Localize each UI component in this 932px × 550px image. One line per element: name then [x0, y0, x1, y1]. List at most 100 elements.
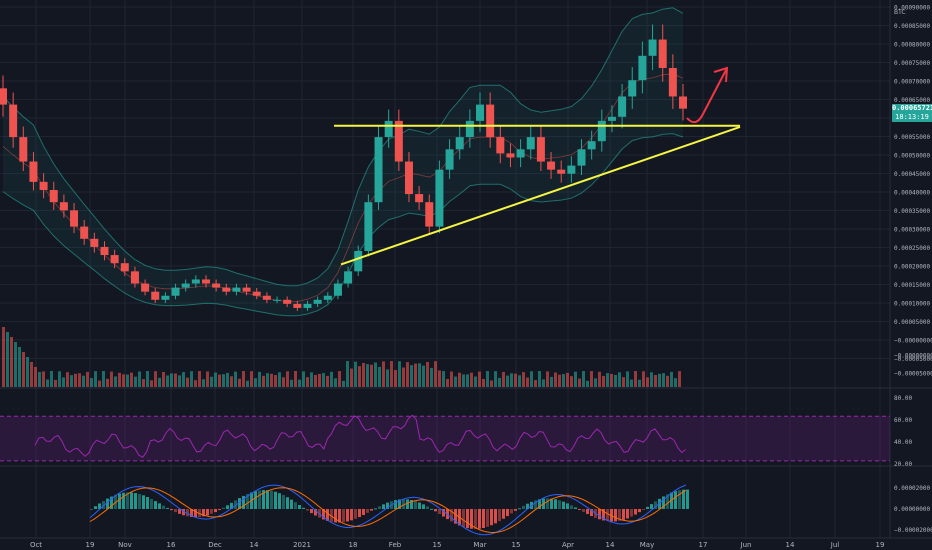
macd-histogram-bar — [142, 495, 145, 509]
macd-histogram-bar — [170, 509, 173, 511]
volume-bar — [254, 378, 257, 387]
candle-body — [252, 291, 261, 296]
candle-body — [232, 287, 241, 292]
candle-body — [293, 303, 302, 308]
rsi-band — [0, 416, 890, 461]
macd-histogram-bar — [166, 507, 169, 509]
macd-histogram-bar — [638, 509, 641, 513]
volume-bar — [238, 378, 241, 387]
x-tick-label: 16 — [167, 541, 176, 549]
macd-histogram-bar — [134, 493, 137, 509]
macd-histogram-bar — [242, 495, 245, 509]
x-tick-label: 19 — [86, 541, 95, 549]
macd-histogram-bar — [518, 508, 521, 510]
candle-body — [415, 194, 424, 203]
volume-bar — [398, 361, 401, 387]
bollinger-fill — [3, 7, 683, 316]
volume-bar — [150, 380, 153, 387]
candle-body — [465, 120, 474, 138]
macd-histogram-bar — [682, 489, 685, 509]
volume-bar — [10, 337, 13, 387]
volume-bar — [82, 375, 85, 387]
volume-bar — [90, 378, 93, 387]
candle-body — [333, 283, 342, 296]
volume-bar — [14, 342, 17, 387]
macd-histogram-bar — [570, 505, 573, 509]
x-tick-label: 15 — [433, 541, 442, 549]
y-tick-label: 0.00090000 — [894, 5, 931, 12]
candle-body — [59, 202, 68, 211]
volume-bar — [586, 380, 589, 387]
volume-bar — [250, 371, 253, 387]
volume-bar — [618, 372, 621, 387]
volume-bar — [426, 361, 429, 387]
rsi-tick-label: 20.00 — [894, 461, 912, 468]
volume-bar — [98, 380, 101, 387]
volume-bar — [474, 376, 477, 387]
macd-histogram-bar — [554, 499, 557, 509]
bollinger-lower — [2, 133, 684, 317]
volume-bar — [458, 372, 461, 387]
volume-bar — [402, 367, 405, 387]
macd-histogram-bar — [550, 498, 553, 509]
volume-bar — [518, 375, 521, 387]
volume-bar — [170, 373, 173, 387]
volume-bar — [614, 374, 617, 387]
x-tick-label: 15 — [512, 541, 521, 549]
macd-histogram-bar — [686, 489, 689, 509]
volume-bar — [30, 362, 33, 387]
candle-body — [303, 303, 312, 308]
volume-bar — [290, 379, 293, 387]
candle-body — [344, 271, 353, 284]
macd-histogram-bar — [678, 490, 681, 509]
volume-bar — [378, 366, 381, 387]
macd-histogram-bar — [238, 498, 241, 509]
volume-bar — [494, 371, 497, 387]
volume-bar — [394, 370, 397, 387]
volume-bar — [654, 375, 657, 387]
candle-body — [323, 295, 332, 300]
macd-histogram-bar — [642, 509, 645, 510]
volume-bar — [70, 375, 73, 387]
volume-bar — [442, 371, 445, 387]
volume-bar — [630, 379, 633, 387]
volume-bar — [346, 361, 349, 387]
macd-histogram-bar — [654, 501, 657, 509]
candle-body — [547, 161, 556, 170]
volume-bar — [38, 372, 41, 387]
volume-tick-label: −0.00005000 — [894, 371, 932, 378]
candle-body — [506, 153, 515, 158]
volume-bar — [502, 371, 505, 387]
volume-bar — [582, 371, 585, 387]
x-tick-label: 17 — [699, 541, 708, 549]
candle-body — [0, 88, 7, 105]
candles — [0, 24, 687, 311]
macd-histogram-bar — [258, 490, 261, 509]
macd-histogram-bar — [150, 498, 153, 509]
volume-bar — [578, 378, 581, 387]
volume-bar — [530, 371, 533, 387]
macd-histogram-bar — [418, 502, 421, 509]
volume-bar — [314, 374, 317, 387]
volume-bar — [462, 374, 465, 387]
macd-histogram-bar — [162, 505, 165, 509]
volume-bar — [446, 378, 449, 387]
volume-bar — [638, 379, 641, 387]
volume-bar — [110, 371, 113, 387]
macd-histogram-bar — [394, 500, 397, 509]
volume-bar — [358, 366, 361, 387]
macd-histogram-bar — [622, 509, 625, 520]
rsi-tick-label: 80.00 — [894, 395, 912, 402]
candle-body — [262, 295, 271, 300]
unit-label: BTC — [894, 9, 906, 16]
candle-body — [201, 279, 210, 284]
macd-tick-label: −0.00002000 — [894, 527, 932, 534]
macd-tick-label: 0.00000000 — [894, 506, 931, 513]
volume-bar — [190, 371, 193, 387]
volume-bar — [538, 371, 541, 387]
macd-pane — [89, 484, 689, 536]
candle-body — [161, 295, 170, 300]
macd-histogram-bar — [94, 506, 97, 509]
candle-body — [526, 137, 535, 150]
